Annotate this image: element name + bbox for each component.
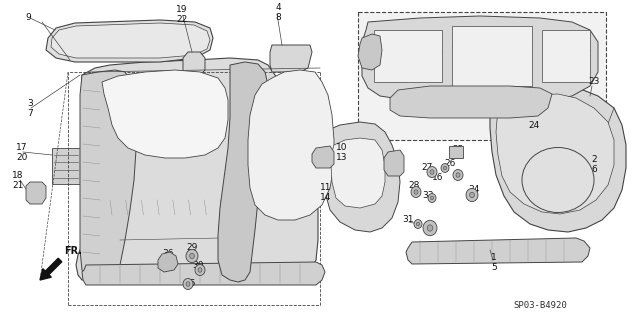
Polygon shape: [490, 84, 626, 232]
Text: 26: 26: [444, 159, 456, 167]
Polygon shape: [406, 238, 590, 264]
Text: 31: 31: [403, 216, 413, 225]
Ellipse shape: [453, 169, 463, 181]
Text: 4: 4: [275, 4, 281, 12]
FancyArrow shape: [40, 258, 62, 280]
Bar: [542, 30, 590, 82]
Text: SP03-B4920: SP03-B4920: [513, 301, 567, 310]
Ellipse shape: [195, 264, 205, 276]
Ellipse shape: [189, 253, 195, 259]
Ellipse shape: [456, 173, 460, 177]
Polygon shape: [26, 182, 46, 204]
Ellipse shape: [470, 192, 474, 198]
Text: 20: 20: [16, 153, 28, 162]
Text: 28: 28: [408, 182, 420, 190]
Polygon shape: [218, 62, 268, 282]
Text: 10: 10: [336, 144, 348, 152]
Text: 33: 33: [422, 191, 434, 201]
Text: 14: 14: [320, 194, 332, 203]
Text: 9: 9: [25, 13, 31, 23]
Ellipse shape: [430, 196, 434, 200]
Text: 32: 32: [424, 221, 436, 231]
Polygon shape: [80, 70, 136, 282]
Text: 21: 21: [12, 182, 24, 190]
Text: 5: 5: [491, 263, 497, 272]
Ellipse shape: [444, 166, 447, 170]
Text: 12: 12: [392, 151, 404, 160]
Polygon shape: [449, 146, 463, 158]
Ellipse shape: [423, 220, 437, 236]
Text: 18: 18: [12, 172, 24, 181]
Polygon shape: [270, 45, 312, 72]
Ellipse shape: [417, 222, 420, 226]
Text: 22: 22: [177, 16, 188, 25]
Ellipse shape: [427, 167, 437, 177]
Text: 30: 30: [192, 262, 204, 271]
Ellipse shape: [430, 170, 434, 174]
Text: 34: 34: [468, 186, 480, 195]
Text: 29: 29: [186, 243, 198, 253]
Ellipse shape: [198, 268, 202, 272]
Text: 7: 7: [27, 108, 33, 117]
Ellipse shape: [186, 282, 190, 286]
Ellipse shape: [414, 219, 422, 228]
Ellipse shape: [428, 225, 433, 231]
Text: 3: 3: [27, 99, 33, 108]
Text: 2: 2: [591, 155, 597, 165]
Text: 16: 16: [432, 174, 444, 182]
Polygon shape: [248, 70, 334, 220]
Polygon shape: [362, 16, 598, 104]
Text: 13: 13: [336, 153, 348, 162]
Text: 11: 11: [320, 183, 332, 192]
Polygon shape: [82, 262, 325, 285]
Polygon shape: [158, 252, 178, 272]
Text: 1: 1: [491, 254, 497, 263]
Text: 19: 19: [176, 5, 188, 14]
Text: 8: 8: [275, 13, 281, 23]
Bar: [52, 148, 80, 184]
Ellipse shape: [428, 194, 436, 202]
Polygon shape: [76, 58, 318, 282]
Polygon shape: [323, 122, 400, 232]
Text: 6: 6: [591, 166, 597, 174]
Polygon shape: [384, 150, 404, 176]
Text: 35: 35: [184, 279, 196, 288]
Polygon shape: [358, 34, 382, 70]
Text: 27: 27: [421, 164, 433, 173]
Text: 15: 15: [392, 160, 404, 169]
Polygon shape: [496, 94, 614, 214]
Bar: [452, 26, 532, 86]
Text: 23: 23: [588, 78, 600, 86]
Ellipse shape: [411, 187, 421, 197]
Ellipse shape: [414, 190, 418, 194]
Polygon shape: [183, 52, 205, 75]
Text: 24: 24: [529, 122, 540, 130]
Ellipse shape: [186, 249, 198, 263]
Text: FR.: FR.: [64, 246, 82, 256]
Polygon shape: [102, 70, 228, 158]
Bar: [358, 12, 606, 140]
Polygon shape: [51, 23, 210, 58]
Ellipse shape: [183, 278, 193, 290]
Text: 25: 25: [452, 145, 464, 154]
Text: 17: 17: [16, 144, 28, 152]
Polygon shape: [390, 86, 552, 118]
Polygon shape: [312, 146, 334, 168]
Text: 36: 36: [163, 249, 173, 258]
Bar: [374, 30, 442, 82]
Polygon shape: [46, 20, 213, 62]
Polygon shape: [331, 138, 385, 208]
Ellipse shape: [466, 189, 478, 202]
Ellipse shape: [441, 164, 449, 172]
